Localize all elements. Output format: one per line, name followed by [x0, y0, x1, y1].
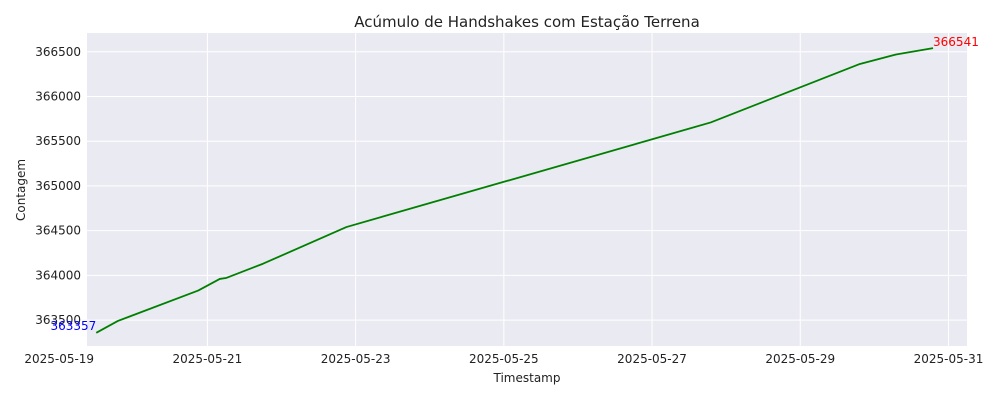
- y-tick-label: 366500: [35, 45, 81, 59]
- x-tick-label: 2025-05-29: [765, 352, 835, 366]
- x-tick-label: 2025-05-27: [617, 352, 687, 366]
- series-lines: [95, 47, 934, 334]
- y-tick-label: 365000: [35, 179, 81, 193]
- y-tick-label: 364000: [35, 268, 81, 282]
- x-tick-label: 2025-05-19: [24, 352, 94, 366]
- y-tick-label: 365500: [35, 134, 81, 148]
- x-tick-label: 2025-05-21: [173, 352, 243, 366]
- x-tick-label: 2025-05-23: [321, 352, 391, 366]
- start-value-annotation: 363357: [50, 319, 96, 333]
- x-axis-label: Timestamp: [493, 371, 561, 385]
- y-axis-label: Contagem: [14, 159, 28, 221]
- annotations: 363357 366541: [50, 35, 978, 333]
- grid-lines: [58, 33, 967, 346]
- y-tick-label: 364500: [35, 224, 81, 238]
- axis-ticks: 2025-05-19 2025-05-21 2025-05-23 2025-05-25…: [24, 45, 983, 366]
- x-tick-label: 2025-05-25: [469, 352, 539, 366]
- x-tick-label: 2025-05-31: [914, 352, 984, 366]
- plot-background: [87, 33, 967, 346]
- series-line: [95, 47, 934, 334]
- end-value-annotation: 366541: [933, 35, 979, 49]
- chart-title: Acúmulo de Handshakes com Estação Terren…: [354, 13, 700, 31]
- y-tick-label: 366000: [35, 89, 81, 103]
- y-tick-label: 363500: [35, 313, 81, 327]
